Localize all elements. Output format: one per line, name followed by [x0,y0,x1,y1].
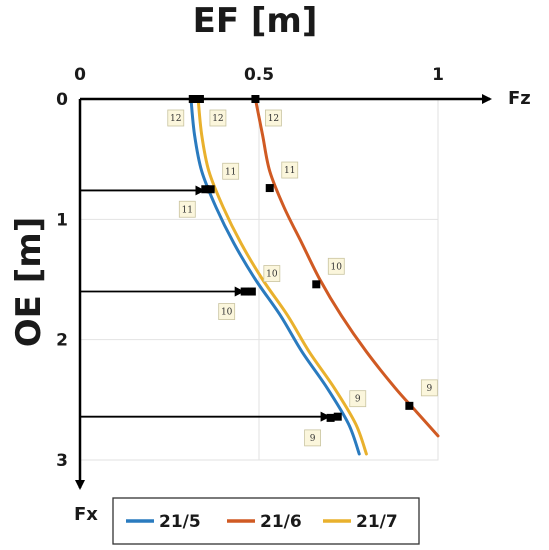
y-tick-label: 2 [56,331,68,351]
point-label: 10 [331,262,343,272]
x-tick-label: 0 [74,65,86,85]
point-label-box [222,162,240,180]
point-marker [251,95,260,103]
point-label-box [167,109,185,127]
point-label-box [327,257,345,275]
point-marker [265,184,274,193]
point-label-box [263,265,281,282]
point-label: 11 [284,166,295,176]
point-marker [247,287,256,296]
indicator-arrows [80,185,331,422]
y-tick-labels: 0 1 2 3 [56,90,68,471]
point-label-box [265,109,282,127]
point-label-box [209,109,227,127]
point-label-box [178,200,196,218]
point-label: 12 [212,114,223,124]
point-marker [206,185,215,194]
legend: 21/5 21/6 21/7 [112,497,420,545]
point-marker [326,413,335,422]
legend-label: 21/7 [356,512,398,532]
point-marker [195,95,204,103]
point-label: 10 [221,308,233,318]
point-label: 10 [266,270,278,280]
point-label-box [349,390,367,408]
point-marker [201,185,210,194]
point-label-box [281,161,299,179]
point-label: 11 [225,167,236,177]
point-marker [333,412,342,421]
series-line-21-7 [196,97,368,456]
point-label: 12 [268,114,279,124]
point-marker [240,287,249,296]
x-tick-label: 1 [432,65,444,85]
x-tick-labels: 0 0.5 1 [74,65,444,85]
y-tick-label: 3 [56,451,68,471]
y-tick-label: 0 [56,90,68,110]
legend-label: 21/6 [260,512,302,532]
point-label: 9 [355,395,361,405]
point-label-box [304,429,322,447]
y-axis-end-label: Fx [74,504,98,525]
point-label: 9 [310,434,316,444]
point-label: 11 [182,205,193,215]
point-markers: 12 12 12 11 11 11 10 10 10 9 9 9 [167,95,438,447]
x-axis-end-label: Fz [508,88,531,109]
series-lines [189,97,440,456]
point-marker [405,401,414,410]
y-tick-label: 1 [56,210,68,230]
grid [79,98,439,461]
point-label: 12 [170,114,181,124]
series-line-21-5 [189,97,361,456]
point-marker [188,95,197,103]
series-line-21-6 [253,97,440,438]
legend-box [112,497,420,545]
point-label-box [218,303,236,320]
x-axis-title: EF [m] [193,1,318,41]
point-marker [312,280,321,289]
legend-label: 21/5 [159,512,201,532]
point-label-box [420,379,438,397]
x-tick-label: 0.5 [244,65,274,85]
y-axis-title: OE [m] [9,217,49,347]
point-label: 9 [426,384,432,394]
